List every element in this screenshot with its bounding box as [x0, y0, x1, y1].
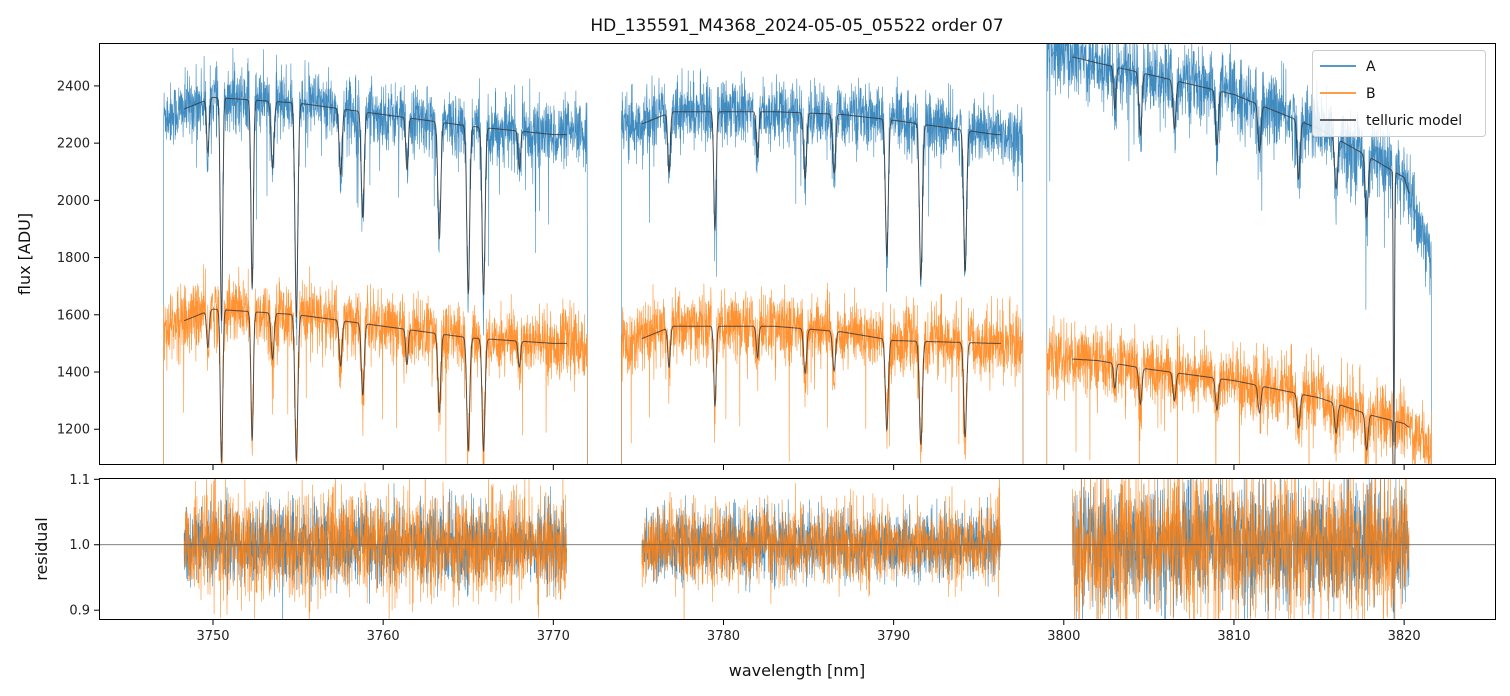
legend: A B telluric model: [1312, 50, 1486, 137]
x-tick-label: 3780: [707, 629, 740, 644]
residual-b-segment-3: [1072, 478, 1410, 620]
flux-y-tick-label: 1200: [57, 423, 90, 438]
legend-label-a: A: [1366, 59, 1376, 75]
flux-y-tick-label: 1600: [57, 308, 90, 323]
flux-y-tick-label: 2200: [57, 137, 90, 152]
residual-ylabel: residual: [32, 517, 51, 580]
x-tick-label: 3800: [1047, 629, 1080, 644]
x-tick-label: 3820: [1388, 629, 1421, 644]
flux-a-segment-2: [621, 68, 1024, 465]
flux-y-tick-label: 2400: [57, 79, 90, 94]
residual-y-tick-label: 0.9: [69, 604, 90, 619]
flux-a-segment-3: [1046, 43, 1432, 465]
x-tick-label: 3790: [877, 629, 910, 644]
telluric-model-b-segment-3: [1072, 358, 1410, 465]
flux-y-tick-label: 2000: [57, 194, 90, 209]
x-tick-label: 3750: [196, 629, 229, 644]
flux-b-segment-3: [1046, 315, 1432, 465]
telluric-model-b-segment-1: [183, 308, 567, 463]
flux-y-axis: 1200 1400 1600 1800 2000 2200 2400: [57, 79, 99, 438]
residual-y-tick-label: 1.0: [69, 538, 90, 553]
residual-x-axis: 3750 3760 3770 3780 3790 3800 3810 3820: [196, 620, 1421, 644]
telluric-model-a-segment-3: [1072, 56, 1410, 443]
residual-y-axis: 0.9 1.0 1.1: [69, 473, 99, 619]
telluric-model-b-segment-2: [641, 325, 1001, 445]
telluric-model-a-segment-1: [183, 96, 567, 321]
x-axis-label: wavelength [nm]: [729, 661, 866, 680]
residual-b-segment-1: [183, 478, 567, 620]
flux-b-segment-2: [621, 282, 1024, 465]
residual-plot-area: [99, 478, 1496, 620]
flux-plot-area: [163, 43, 1432, 465]
legend-frame: [1312, 50, 1486, 137]
flux-x-ticks: [212, 465, 1405, 470]
legend-label-telluric: telluric model: [1366, 113, 1462, 129]
flux-panel-frame: [99, 43, 1496, 465]
chart-title: HD_135591_M4368_2024-05-05_05522 order 0…: [590, 16, 1003, 36]
x-tick-label: 3810: [1217, 629, 1250, 644]
telluric-model-a-segment-2: [641, 111, 1001, 280]
flux-a-segment-1: [163, 48, 588, 465]
flux-y-tick-label: 1800: [57, 251, 90, 266]
residual-b-segment-2: [641, 478, 1002, 620]
legend-label-b: B: [1366, 86, 1376, 102]
residual-panel: 0.9 1.0 1.1 3750 3760 3770 3780 3790 3800 3810 38…: [32, 473, 1496, 644]
residual-y-tick-label: 1.1: [69, 473, 90, 488]
x-tick-label: 3770: [537, 629, 570, 644]
residual-panel-frame: [99, 478, 1496, 620]
flux-b-segment-1: [163, 264, 588, 465]
flux-ylabel: flux [ADU]: [15, 213, 34, 295]
x-tick-label: 3760: [367, 629, 400, 644]
flux-y-tick-label: 1400: [57, 366, 90, 381]
